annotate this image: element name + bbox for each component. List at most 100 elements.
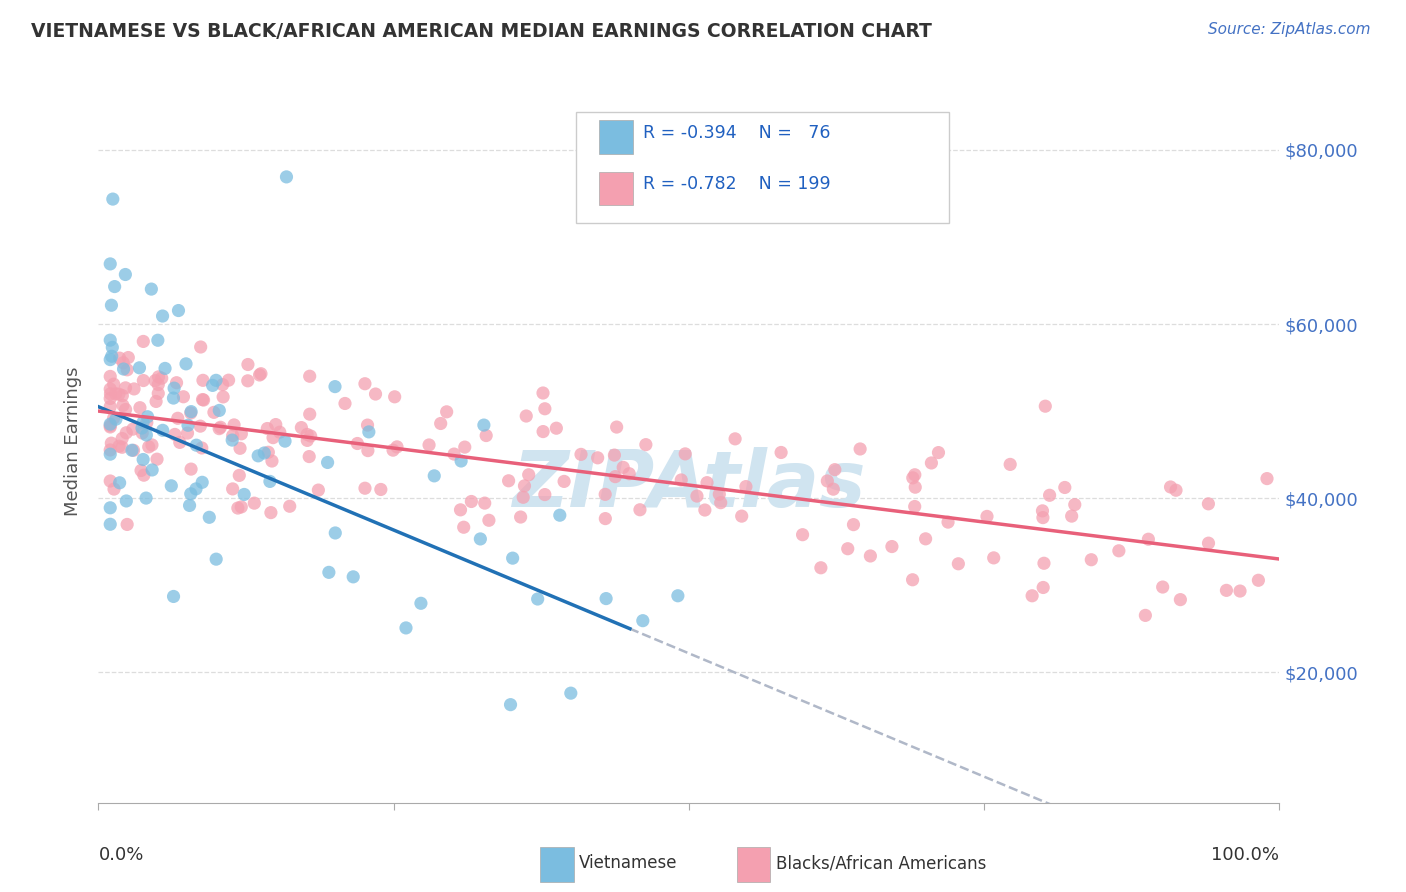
Point [193,392,215,407]
Point [593,487,616,501]
Point [693,503,716,517]
Point [222,417,245,432]
Point [671,473,693,487]
Point [228,468,250,483]
Point [423,468,446,483]
Point [98,500,121,515]
Point [436,405,458,419]
Text: Source: ZipAtlas.com: Source: ZipAtlas.com [1208,22,1371,37]
Point [1215,583,1237,598]
Point [560,686,582,700]
Point [98,333,121,347]
Point [229,442,252,456]
Point [1160,480,1182,494]
Point [180,462,202,476]
Point [1031,504,1053,518]
Point [108,351,131,365]
Point [1032,581,1054,595]
Point [201,378,224,392]
Point [148,386,170,401]
Text: ZIPAtlas: ZIPAtlas [512,447,866,523]
Point [141,463,163,477]
Point [724,432,747,446]
Point [998,458,1021,472]
Point [163,381,186,395]
Point [619,467,641,481]
Point [98,382,121,396]
Point [141,282,163,296]
Point [710,496,733,510]
Point [190,340,212,354]
Point [418,438,440,452]
Point [179,499,201,513]
Point [98,447,121,461]
Point [1060,509,1083,524]
Point [209,420,232,434]
Point [810,561,832,575]
Point [1137,533,1160,547]
Point [112,362,135,376]
Point [475,428,498,442]
Point [135,416,157,430]
Point [98,400,121,414]
Point [256,421,278,435]
Point [460,494,482,508]
Point [180,404,202,418]
Point [176,426,198,441]
Point [231,426,253,441]
Point [253,446,276,460]
Point [122,443,145,458]
Point [143,374,166,388]
Point [108,475,131,490]
Point [316,455,339,469]
Point [849,442,872,456]
Point [129,401,152,415]
Point [548,508,571,523]
Text: R = -0.394    N =   76: R = -0.394 N = 76 [643,124,830,142]
Point [920,456,942,470]
Point [221,482,243,496]
Point [904,500,927,514]
Point [936,515,959,529]
Point [1135,608,1157,623]
Point [470,532,492,546]
Point [901,471,924,485]
Point [129,463,152,477]
Point [128,360,150,375]
Point [114,402,136,417]
Point [188,419,211,434]
Point [1032,510,1054,524]
Point [364,387,387,401]
Point [100,387,122,401]
Point [356,418,378,433]
Point [385,440,408,454]
Point [205,552,228,566]
Point [323,379,346,393]
Point [673,447,696,461]
Point [1108,543,1130,558]
Point [98,369,121,384]
Point [1080,553,1102,567]
Point [98,257,121,271]
Point [499,698,522,712]
Point [357,443,380,458]
Point [842,517,865,532]
Point [298,450,321,464]
Point [162,391,184,405]
Point [526,592,548,607]
Point [1229,584,1251,599]
Point [429,417,451,431]
Point [880,540,903,554]
Point [628,502,651,516]
Point [634,437,657,451]
Point [512,490,534,504]
Point [177,418,200,433]
Point [186,438,208,452]
Point [259,475,281,489]
Point [247,449,270,463]
Point [122,382,145,396]
Point [101,192,124,206]
Point [472,418,495,433]
Point [166,376,188,390]
Point [135,428,157,442]
